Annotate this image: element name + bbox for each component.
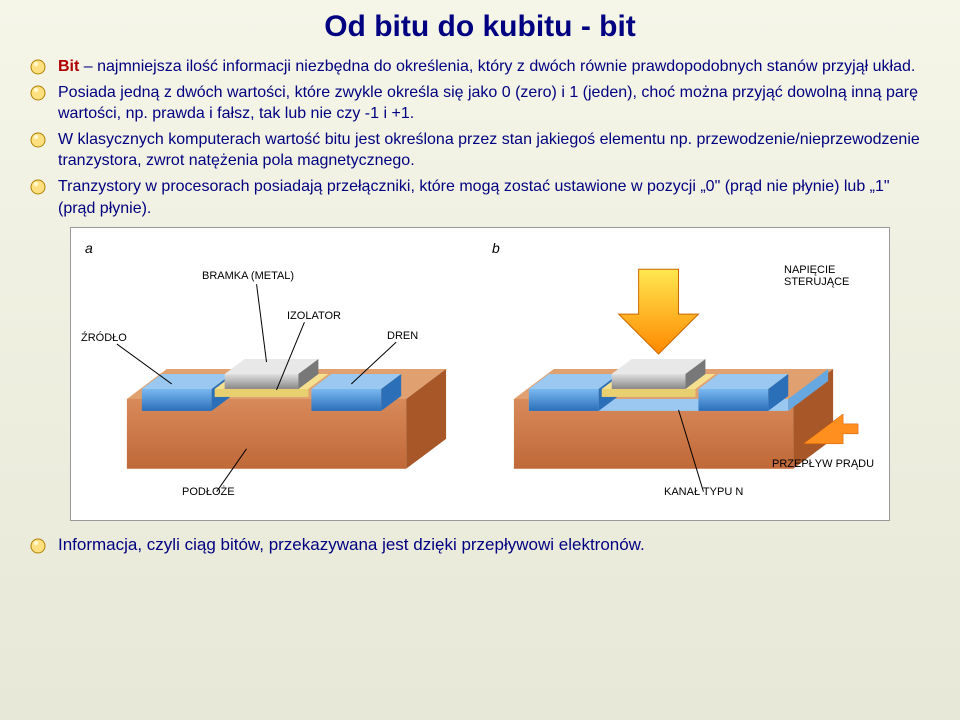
bullet-text: Posiada jedną z dwóch wartości, które zw… — [58, 84, 918, 123]
bullet-icon — [30, 538, 46, 554]
diagram-label-kanal: KANAŁ TYPU N — [664, 486, 743, 498]
bullet-icon — [30, 59, 46, 75]
diagram-label-napiecie: NAPIĘCIE STERUJĄCE — [784, 264, 849, 288]
bullet-item: W klasycznych komputerach wartość bitu j… — [30, 129, 930, 172]
bullet-item: Bit – najmniejsza ilość informacji niezb… — [30, 56, 930, 78]
transistor-diagram: a BRAMKA (METAL) IZOLATOR ŹRÓDŁO DREN PO… — [70, 227, 890, 521]
bullet-item: Tranzystory w procesorach posiadają prze… — [30, 176, 930, 219]
slide-title: Od bitu do kubitu - bit — [30, 10, 930, 44]
footer-list: Informacja, czyli ciąg bitów, przekazywa… — [30, 535, 930, 555]
diagram-label-przeplyw: PRZEPŁYW PRĄDU — [772, 458, 874, 470]
diagram-b: b NAPIĘCIE STERUJĄCE KANAŁ TYPU N PRZEPŁ… — [484, 234, 883, 514]
bullet-icon — [30, 85, 46, 101]
footer-text: Informacja, czyli ciąg bitów, przekazywa… — [58, 535, 645, 554]
bullet-list: Bit – najmniejsza ilość informacji niezb… — [30, 56, 930, 219]
bullet-text: W klasycznych komputerach wartość bitu j… — [58, 131, 920, 170]
diagram-label-a: a — [85, 240, 93, 256]
bullet-prefix: Bit — [58, 58, 79, 75]
diagram-label-podloze: PODŁOŻE — [182, 486, 235, 498]
diagram-label-izolator: IZOLATOR — [287, 310, 341, 322]
bullet-text: – najmniejsza ilość informacji niezbędna… — [79, 58, 915, 75]
diagram-a: a BRAMKA (METAL) IZOLATOR ŹRÓDŁO DREN PO… — [77, 234, 476, 514]
diagram-label-dren: DREN — [387, 330, 418, 342]
diagram-label-b: b — [492, 240, 500, 256]
diagram-label-bramka: BRAMKA (METAL) — [202, 270, 294, 282]
bullet-icon — [30, 179, 46, 195]
diagram-label-zrodlo: ŹRÓDŁO — [81, 332, 127, 344]
bullet-text: Tranzystory w procesorach posiadają prze… — [58, 178, 890, 217]
bullet-item: Posiada jedną z dwóch wartości, które zw… — [30, 82, 930, 125]
bullet-icon — [30, 132, 46, 148]
footer-item: Informacja, czyli ciąg bitów, przekazywa… — [30, 535, 930, 555]
